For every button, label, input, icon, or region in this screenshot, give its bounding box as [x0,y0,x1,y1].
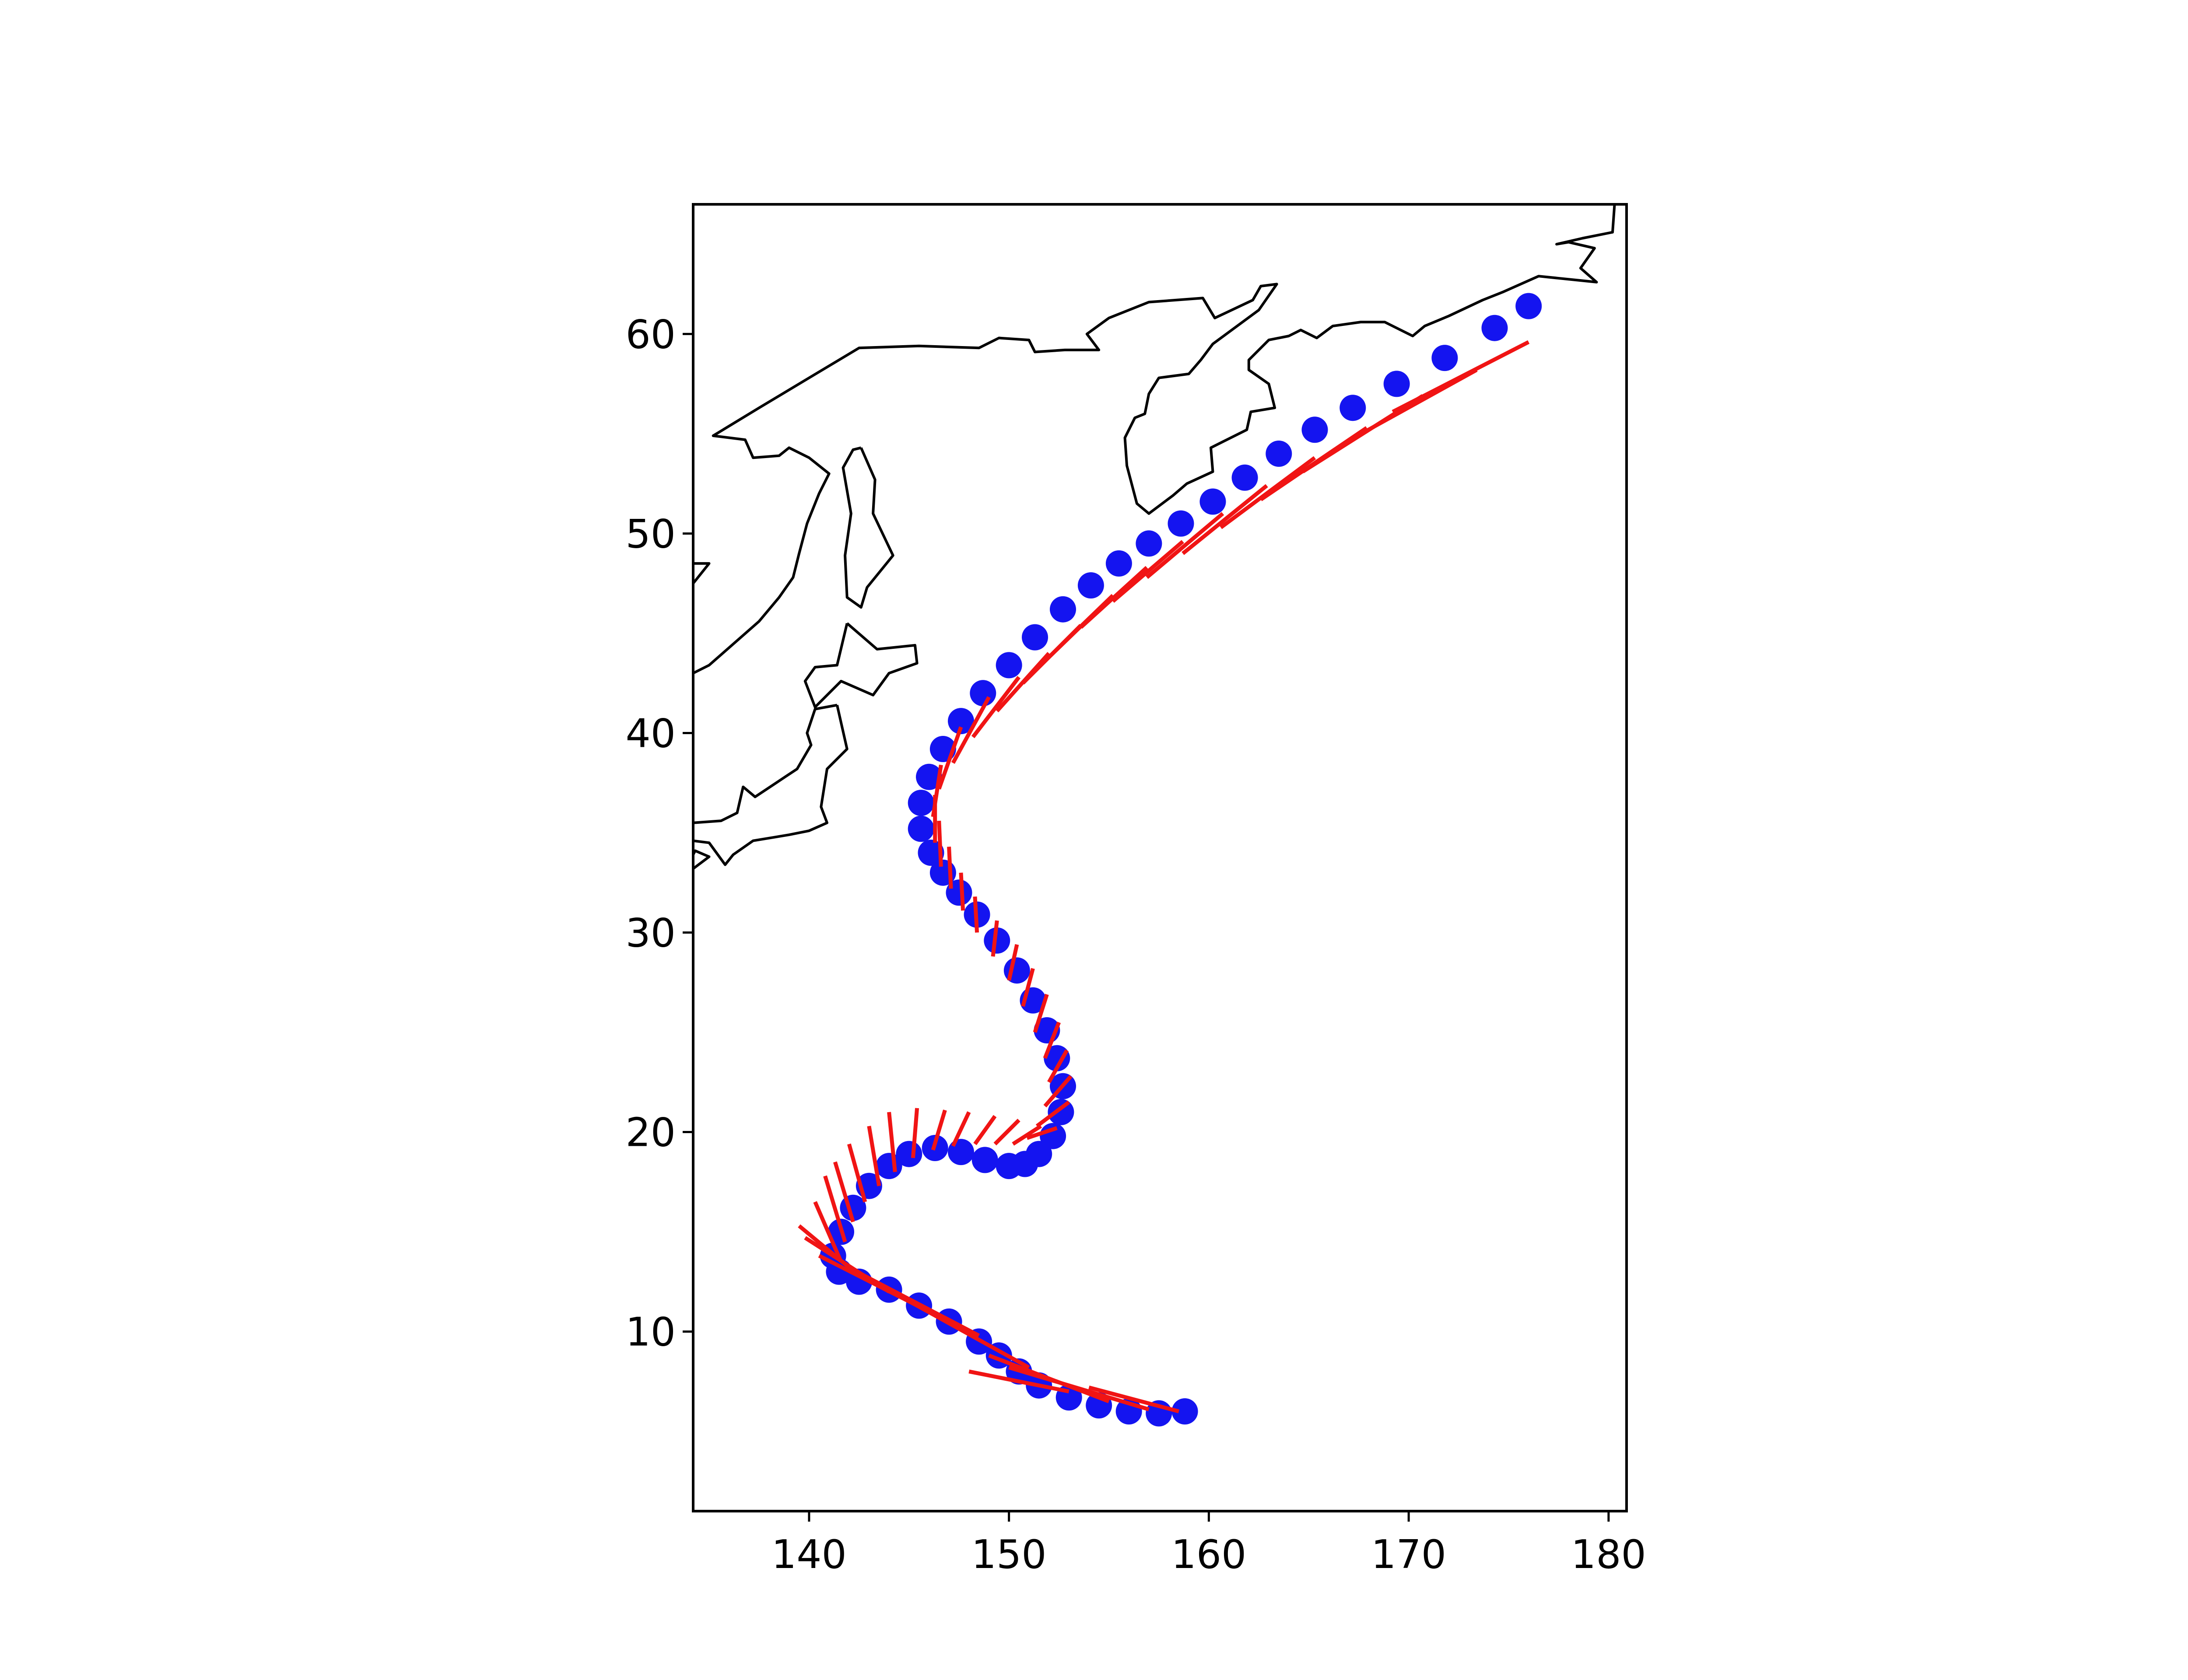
motion-vector-13 [867,1126,881,1186]
track-point-19 [896,1141,922,1167]
coastline-5 [693,704,838,824]
motion-vector-22 [1035,1100,1070,1128]
track-point-56 [1383,371,1410,397]
motion-vector-12 [847,1143,867,1203]
track-points-layer [820,293,1542,1427]
track-point-59 [1515,293,1542,319]
motion-vector-16 [931,1110,947,1151]
track-point-0 [1171,1398,1198,1424]
axes-frame [692,203,1628,1512]
motion-vector-50 [1392,340,1530,414]
motion-vector-17 [951,1111,971,1147]
track-point-58 [1481,315,1508,341]
motion-vector-44 [1145,512,1224,579]
x-tick-label: 180 [1571,1532,1646,1578]
motion-vector-27 [1021,968,1035,1007]
track-point-21 [948,1139,974,1166]
motion-vector-31 [959,872,965,911]
track-point-22 [971,1147,998,1173]
motion-vector-25 [1043,1022,1061,1059]
track-point-55 [1339,395,1366,421]
motion-vector-20 [1012,1124,1042,1146]
x-tick-label: 160 [1171,1532,1247,1578]
track-point-46 [1050,596,1076,623]
track-point-37 [918,840,944,866]
motion-vector-23 [1043,1074,1073,1108]
motion-vector-45 [1182,484,1268,555]
y-tick-label: 20 [625,1110,676,1156]
motion-vector-14 [887,1112,897,1172]
track-point-45 [1022,624,1048,651]
motion-vector-21 [1026,1126,1058,1140]
motion-vector-10 [823,1175,847,1242]
y-tick-label: 30 [625,910,676,956]
track-point-42 [948,708,974,735]
motion-vector-3 [968,1369,1069,1393]
motion-vector-32 [947,847,953,889]
coastline-4 [693,704,849,866]
motion-vector-37 [951,696,991,764]
motion-vector-18 [973,1115,997,1145]
track-point-50 [1168,510,1194,537]
track-point-27 [1048,1099,1074,1125]
motion-vector-38 [971,676,1021,738]
coastline-2 [842,446,894,609]
motion-vector-0 [1088,1385,1180,1414]
track-point-53 [1266,441,1292,467]
x-tick-label: 140 [771,1532,847,1578]
motion-vector-35 [931,764,943,817]
motion-vector-9 [813,1201,843,1263]
track-point-52 [1231,464,1258,491]
y-tick-label: 50 [625,511,676,557]
motion-vector-8 [798,1224,860,1278]
motion-vector-2 [988,1354,1110,1404]
motion-vector-26 [1033,994,1049,1033]
motion-vectors-layer [798,340,1530,1414]
x-tick-label: 170 [1371,1532,1446,1578]
motion-vector-43 [1112,540,1184,603]
motion-vector-15 [911,1108,919,1158]
y-tick-label: 10 [625,1309,676,1355]
plot-area [693,204,1616,1427]
track-point-49 [1136,530,1162,557]
track-point-26 [1040,1123,1066,1149]
coastline-0 [693,562,711,584]
track-point-39 [908,790,934,816]
track-point-43 [970,680,996,707]
x-axis: 140 150 160 170 180 [771,1511,1646,1578]
coastline-6 [693,849,711,870]
motion-vector-19 [993,1119,1020,1146]
motion-vector-42 [1080,566,1148,629]
motion-vector-24 [1047,1049,1069,1083]
track-point-57 [1431,345,1458,371]
track-point-29 [1044,1045,1070,1071]
track-point-25 [1026,1141,1052,1167]
track-point-33 [984,927,1010,954]
track-point-44 [996,652,1022,679]
motion-vector-29 [991,920,999,957]
track-point-40 [916,763,942,790]
track-point-47 [1077,572,1104,598]
track-point-51 [1199,488,1226,515]
motion-vector-36 [937,726,963,790]
coastline-layer [693,204,1616,870]
motion-vector-33 [937,820,943,867]
coastline-1 [693,204,1616,675]
y-tick-label: 40 [625,710,676,756]
x-tick-label: 150 [971,1532,1047,1578]
track-point-54 [1301,416,1328,443]
y-tick-label: 60 [625,312,676,357]
motion-vector-11 [833,1161,855,1223]
track-point-38 [908,816,934,842]
coastline-3 [803,622,919,709]
track-point-48 [1105,550,1132,577]
motion-vector-30 [973,896,979,933]
motion-vector-28 [1007,944,1019,981]
y-axis: 10 20 30 40 50 60 [625,312,693,1355]
